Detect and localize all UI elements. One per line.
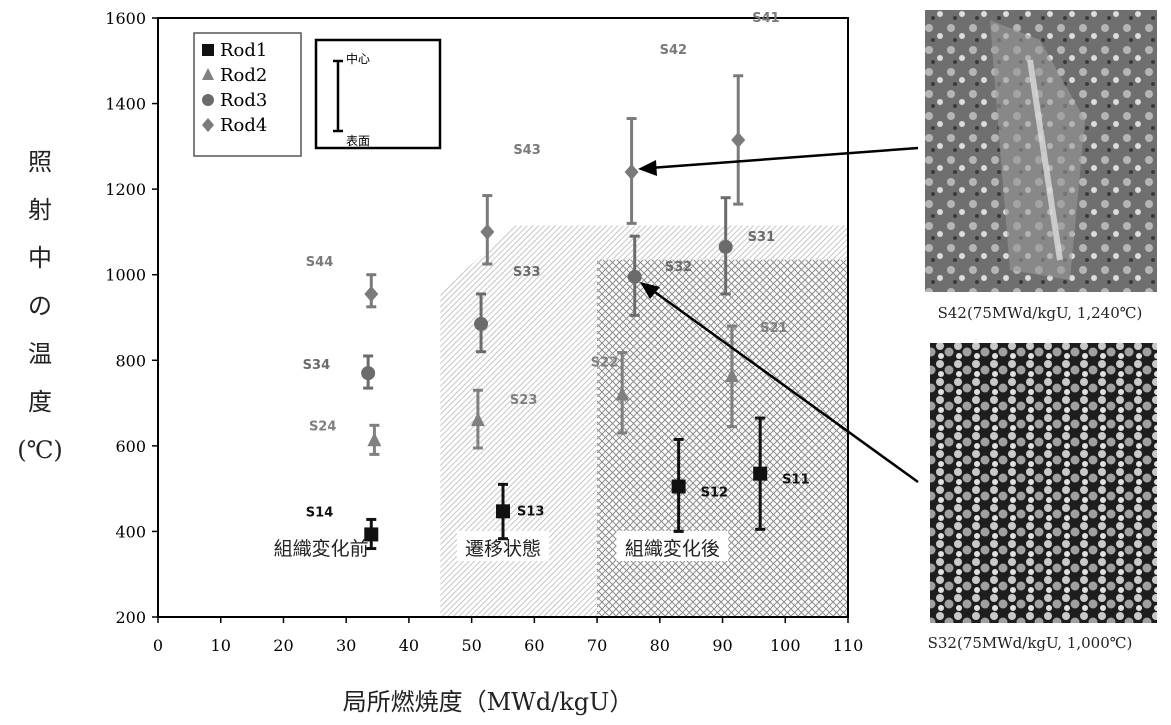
diamond-marker xyxy=(731,131,746,148)
point-label: S33 xyxy=(513,265,540,280)
point-label: S24 xyxy=(309,419,336,434)
square-marker xyxy=(496,504,510,519)
point-label: S44 xyxy=(306,255,333,270)
y-axis-title-char: の xyxy=(28,292,52,320)
errorbar-legend-bottom: 表面 xyxy=(346,134,370,148)
errorbar-legend: 中心 表面 xyxy=(314,38,442,150)
x-tick-label: 60 xyxy=(524,636,544,655)
region-label: 組織変化後 xyxy=(625,538,720,560)
arrow-s42 xyxy=(649,146,919,170)
triangle-marker xyxy=(470,412,485,427)
series-rod1: S14 S13 S12 S11 xyxy=(306,416,810,551)
legend-label: Rod4 xyxy=(220,115,267,136)
caption-s32: S32(75MWd/kgU, 1,000℃) xyxy=(928,634,1133,652)
series-rod3: S34 S33 S32 S31 xyxy=(303,196,775,390)
point-label: S42 xyxy=(660,43,687,58)
point-label: S41 xyxy=(752,11,779,26)
y-tick-label: 400 xyxy=(115,522,146,541)
square-marker xyxy=(364,527,379,542)
triangle-marker xyxy=(202,68,214,80)
point-label: S11 xyxy=(782,473,809,488)
y-tick-label: 800 xyxy=(115,351,146,370)
triangle-marker xyxy=(615,386,630,401)
diamond-marker xyxy=(480,223,495,240)
legend-label: Rod3 xyxy=(220,90,267,111)
y-axis-title-char: (℃) xyxy=(17,436,63,464)
y-tick-label: 1400 xyxy=(105,95,146,114)
circle-marker xyxy=(627,269,642,284)
y-tick-label: 600 xyxy=(115,437,146,456)
y-axis-title-char: 温 xyxy=(28,340,52,368)
point-label: S13 xyxy=(517,504,544,519)
x-tick-label: 30 xyxy=(336,636,356,655)
point-label: S12 xyxy=(701,486,728,501)
x-tick-label: 10 xyxy=(211,636,231,655)
triangle-marker xyxy=(724,368,739,383)
region-label: 組織変化前 xyxy=(274,538,369,560)
legend-label: Rod1 xyxy=(220,40,267,61)
point-label: S31 xyxy=(748,230,775,245)
point-label: S43 xyxy=(513,143,540,158)
point-label: S22 xyxy=(591,356,618,371)
legend-label: Rod2 xyxy=(220,65,267,86)
region-label-bg xyxy=(616,530,729,561)
sem-image-s32 xyxy=(930,343,1157,623)
y-tick-label: 1000 xyxy=(105,266,146,285)
x-tick-label: 70 xyxy=(587,636,607,655)
x-tick-label: 100 xyxy=(770,636,801,655)
x-tick-label: 0 xyxy=(153,636,163,655)
y-axis-title-char: 照 xyxy=(28,148,52,176)
y-axis-title-char: 射 xyxy=(28,196,52,224)
point-label: S23 xyxy=(510,393,537,408)
circle-marker xyxy=(474,316,489,331)
x-tick-label: 40 xyxy=(399,636,419,655)
circle-marker xyxy=(718,239,733,254)
x-tick-label: 110 xyxy=(833,636,864,655)
circle-marker xyxy=(361,366,376,381)
y-tick-label: 1200 xyxy=(105,180,146,199)
legend: Rod1 Rod2 Rod3 Rod4 xyxy=(193,32,302,157)
diamond-marker xyxy=(202,118,214,132)
diamond-marker xyxy=(624,164,639,181)
x-tick-label: 50 xyxy=(461,636,481,655)
arrows xyxy=(638,146,919,484)
square-marker xyxy=(753,466,768,481)
axis-ticks: 0 10 20 30 40 50 60 70 80 90 100 110 200 400 600 800 100… xyxy=(105,9,863,655)
series-rod2: S24 S23 S22 S21 xyxy=(309,321,787,456)
plot-border xyxy=(157,17,849,618)
x-tick-label: 20 xyxy=(273,636,293,655)
point-label: S34 xyxy=(303,358,330,373)
region-label-bg xyxy=(265,530,378,561)
triangle-marker xyxy=(367,432,382,447)
circle-marker xyxy=(202,94,214,106)
point-label: S21 xyxy=(760,321,787,336)
y-axis-title-char: 度 xyxy=(28,388,52,416)
region-labels: 組織変化前 遷移状態 組織変化後 xyxy=(265,530,729,561)
x-tick-label: 80 xyxy=(650,636,670,655)
y-tick-label: 200 xyxy=(115,608,146,627)
y-tick-label: 1600 xyxy=(105,9,146,28)
square-marker xyxy=(671,479,686,494)
caption-s42: S42(75MWd/kgU, 1,240℃) xyxy=(938,304,1143,322)
errorbar-legend-top: 中心 xyxy=(346,51,370,66)
point-label: S14 xyxy=(306,505,333,520)
sem-image-s42 xyxy=(925,10,1157,292)
diamond-marker xyxy=(364,285,379,302)
plot-frame xyxy=(157,17,849,618)
x-tick-label: 90 xyxy=(712,636,732,655)
region-label: 遷移状態 xyxy=(465,538,541,560)
y-axis-title-char: 中 xyxy=(28,244,52,272)
point-label: S32 xyxy=(665,260,692,275)
arrow-s32 xyxy=(651,288,919,484)
series-rod4: S44 S43 S42 S41 xyxy=(306,11,780,309)
square-marker xyxy=(202,44,214,56)
x-axis-title: 局所燃焼度（MWd/kgU） xyxy=(343,688,634,716)
